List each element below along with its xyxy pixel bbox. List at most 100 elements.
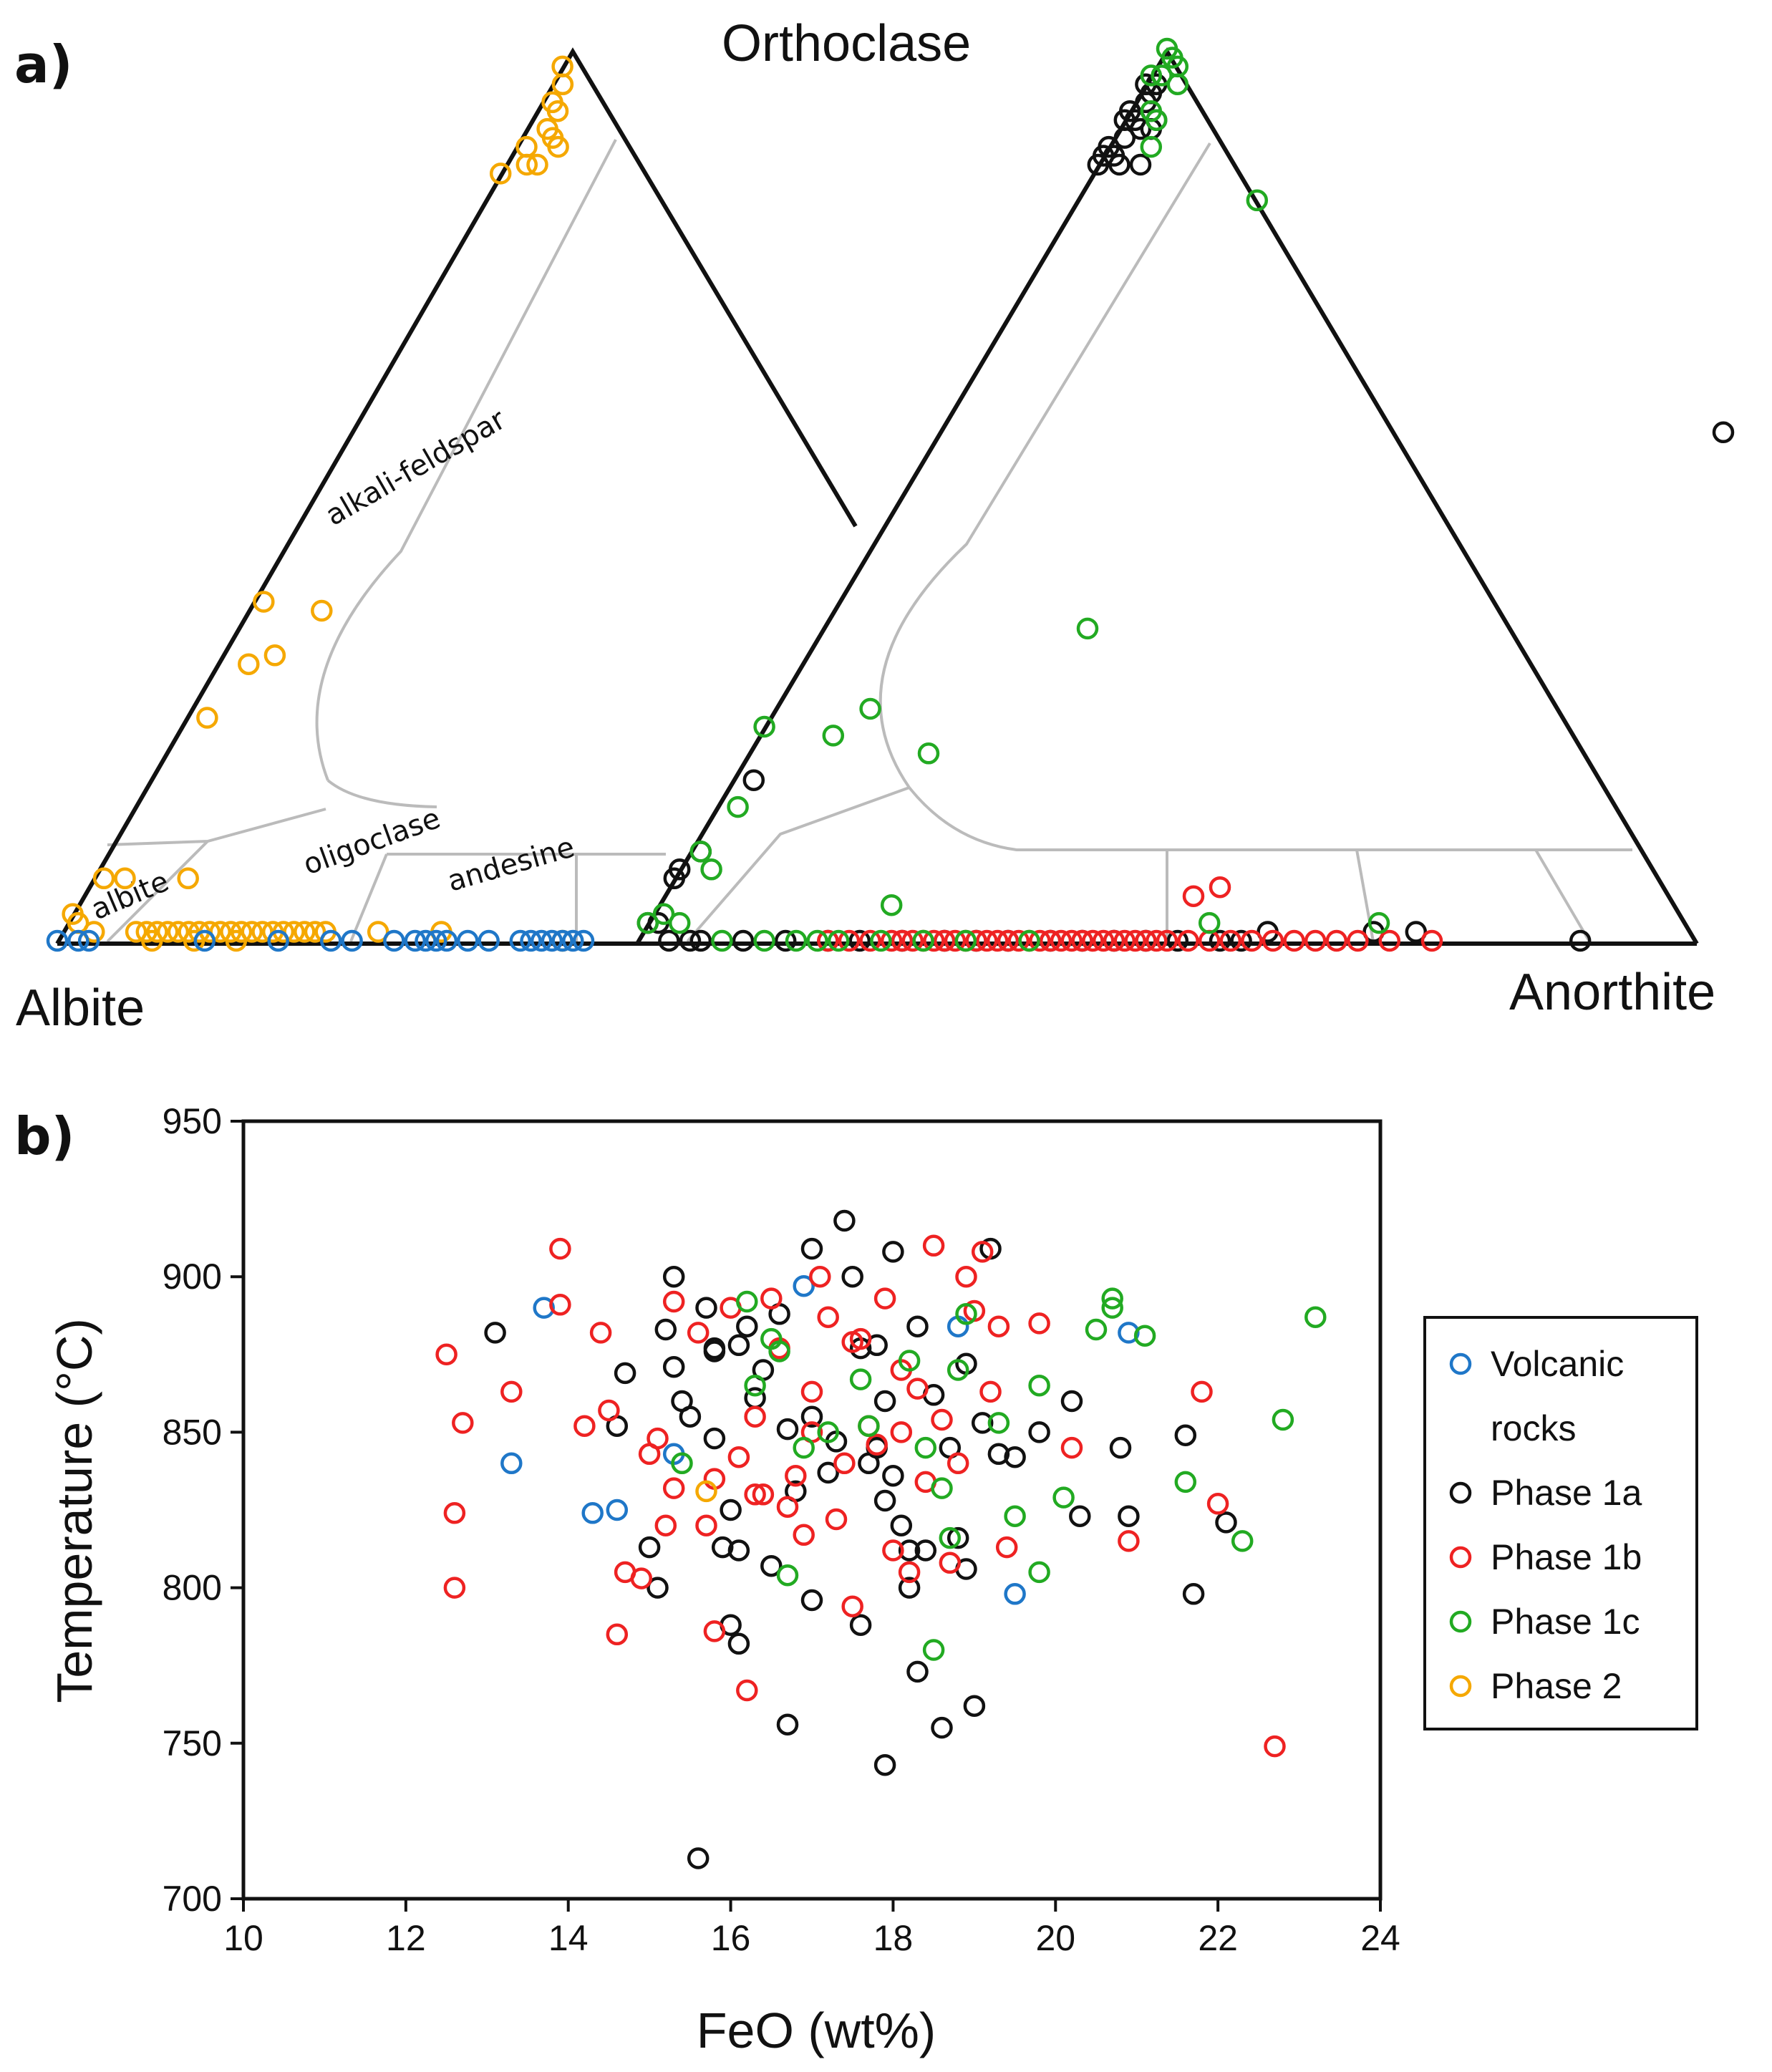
ternary-point — [753, 715, 775, 738]
scatter-point — [1174, 1471, 1197, 1494]
scatter-point — [833, 1209, 856, 1232]
scatter-point — [914, 1539, 937, 1562]
ternary-point — [1209, 876, 1231, 899]
scatter-point — [662, 1265, 685, 1288]
left-triangle-edges — [55, 47, 858, 945]
y-tick-label: 800 — [163, 1568, 222, 1608]
scatter-point — [1085, 1318, 1108, 1341]
scatter-point — [744, 1483, 766, 1506]
ternary-point — [689, 841, 712, 863]
ternary-point — [1092, 929, 1115, 952]
scatter-point — [662, 1477, 685, 1499]
ternary-point — [859, 929, 881, 952]
ternary-point — [658, 929, 680, 952]
scatter-point — [744, 1374, 766, 1397]
scatter-point — [1191, 1380, 1213, 1403]
ternary-point — [1347, 929, 1369, 952]
scatter-point — [882, 1464, 904, 1487]
scatter-point — [1109, 1436, 1132, 1459]
scatter-point — [647, 1427, 669, 1450]
ternary-point — [1007, 929, 1030, 952]
ternary-point — [1405, 921, 1428, 943]
legend-label-phase-2: Phase 2 — [1491, 1666, 1622, 1706]
scatter-point — [703, 1340, 726, 1362]
scatter-point — [1264, 1735, 1286, 1758]
y-tick-label: 750 — [163, 1723, 222, 1763]
scatter-point — [654, 1514, 677, 1536]
ternary-point — [1129, 117, 1152, 140]
scatter-series-phase-2 — [695, 1480, 717, 1503]
scatter-point — [1069, 1505, 1091, 1527]
scatter-point — [898, 1577, 921, 1599]
legend-marker-phase-1b — [1449, 1546, 1472, 1569]
scatter-point — [1118, 1322, 1140, 1344]
scatter-point — [793, 1436, 815, 1459]
scatter-point — [630, 1567, 653, 1589]
scatter-point — [760, 1554, 783, 1577]
scatter-point — [898, 1561, 921, 1584]
plot-frame — [241, 1119, 1383, 1901]
legend-label-volcanic: Volcanic — [1491, 1344, 1624, 1384]
ternary-point — [251, 921, 273, 943]
field-label-alkali-feldspar: alkali-feldspar — [320, 403, 511, 533]
corner-label-albite: Albite — [16, 979, 145, 1037]
ternary-point — [183, 929, 205, 952]
ternary-point — [263, 644, 286, 667]
scatter-point — [882, 1241, 904, 1263]
ternary-point — [225, 929, 248, 952]
scatter-point — [695, 1514, 717, 1536]
ternary-point — [917, 742, 940, 765]
ternary-point — [700, 858, 722, 881]
scatter-point — [793, 1274, 815, 1297]
ternary-point — [530, 929, 553, 952]
ternary-point — [572, 929, 595, 952]
panel-a-letter: a) — [14, 34, 73, 95]
scatter-point — [1028, 1312, 1050, 1335]
ternary-point — [727, 795, 749, 818]
scatter-point — [987, 1443, 1010, 1466]
scatter-point — [736, 1290, 758, 1313]
x-tick-label: 10 — [223, 1918, 263, 1958]
ternary-point — [551, 929, 573, 952]
ternary-point — [711, 929, 733, 952]
panel-b-letter: b) — [14, 1106, 74, 1166]
ternary-point — [1198, 911, 1221, 934]
ternary-series-left-volcanic-rocks — [46, 929, 595, 952]
ternary-point — [546, 100, 569, 122]
scatter-point — [1174, 1424, 1197, 1446]
scatter-point — [606, 1623, 629, 1646]
scatter-point — [736, 1679, 758, 1702]
scatter-point — [873, 1489, 896, 1512]
scatter-point — [922, 1639, 945, 1661]
ternary-series-right-phase-1b — [817, 876, 1443, 952]
scatter-point — [971, 1241, 994, 1263]
scatter-point — [484, 1322, 506, 1344]
ternary-point — [1129, 153, 1152, 176]
y-tick-label: 700 — [163, 1879, 222, 1919]
ternary-point — [551, 73, 574, 96]
scatter-point — [695, 1297, 717, 1319]
ternary-point — [404, 929, 427, 952]
ternary-point — [1029, 929, 1051, 952]
scatter-point — [931, 1408, 953, 1431]
ternary-point — [912, 929, 934, 952]
ternary-point — [253, 591, 275, 613]
panel-b-scatter: b) 10 12 14 16 18 20 22 24 700 750 800 850 900 950 Fe… — [14, 1101, 1698, 2058]
ternary-point — [509, 929, 532, 952]
scatter-point — [906, 1315, 929, 1337]
scatter-point — [939, 1526, 962, 1549]
scatter-point — [1060, 1436, 1083, 1459]
ternary-point — [267, 929, 289, 952]
ternary-point — [901, 929, 924, 952]
ternary-point — [1166, 929, 1189, 952]
field-boundaries-left — [106, 139, 666, 943]
y-axis-title: Temperature (°C) — [47, 1318, 102, 1703]
ternary-point — [976, 929, 998, 952]
ternary-point — [526, 153, 548, 176]
scatter-point — [1215, 1511, 1237, 1534]
scatter-point — [1052, 1486, 1075, 1509]
ternary-point — [848, 929, 871, 952]
scatter-point — [817, 1421, 839, 1443]
ternary-point — [319, 929, 342, 952]
scatter-point — [1101, 1297, 1123, 1319]
